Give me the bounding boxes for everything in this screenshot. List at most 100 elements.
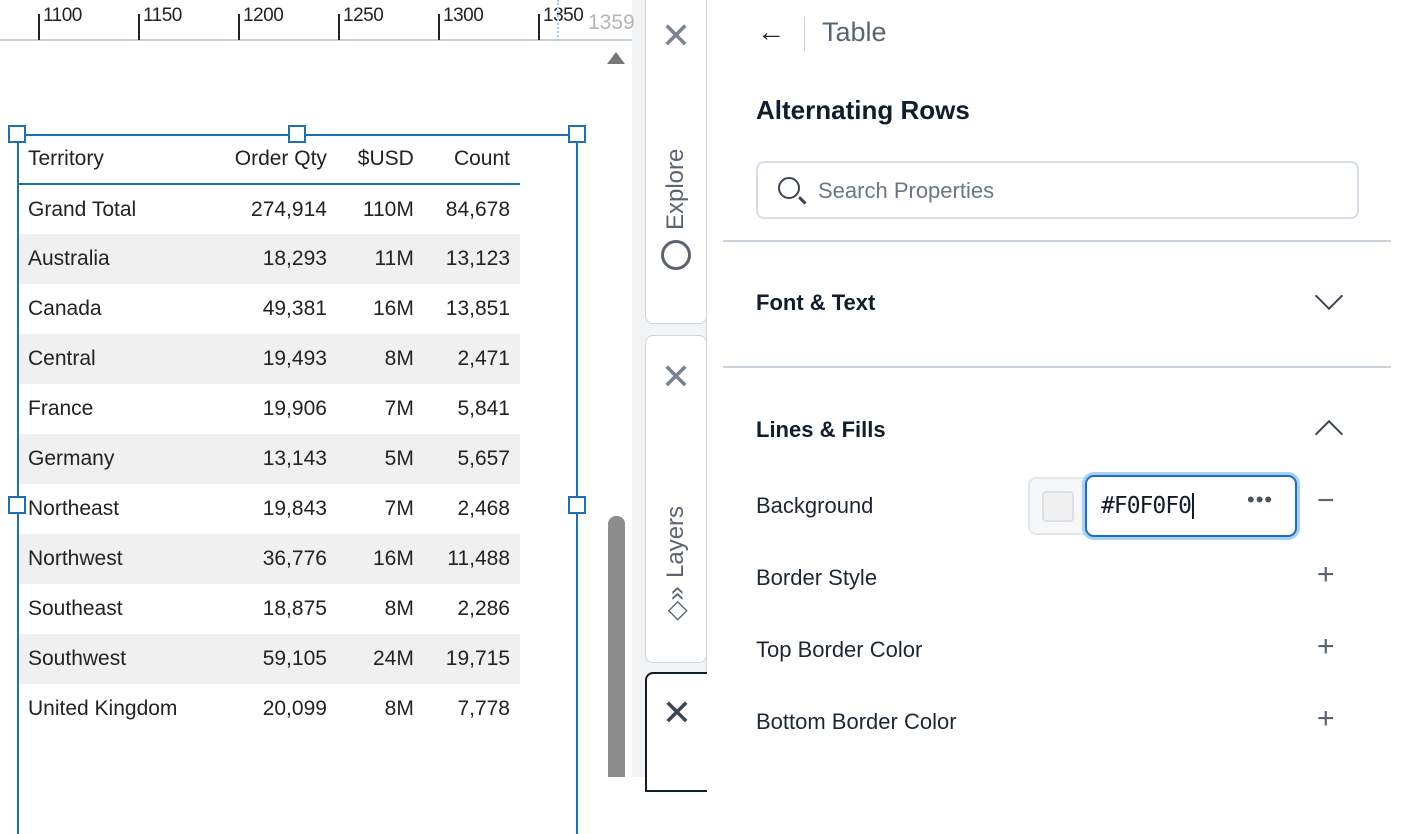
table-cell: France [28, 397, 94, 420]
table-cell: 11M [336, 234, 424, 284]
tab-layers[interactable]: ✕ ◇» Layers [645, 335, 707, 663]
table-cell: 84,678 [445, 197, 510, 221]
ruler-tick: 1200 [238, 5, 284, 40]
tab-layers-label: Layers [662, 506, 689, 579]
back-arrow-icon[interactable]: ← [757, 16, 785, 47]
table-cell: 19,493 [209, 334, 337, 384]
ruler-tick: 1300 [438, 5, 484, 40]
horizontal-ruler: 1100 1150 1200 1250 1300 1350 [0, 0, 632, 41]
panel-separator [632, 0, 645, 777]
chevron-down-icon[interactable] [1314, 281, 1344, 311]
table-cell: 5,657 [423, 434, 520, 484]
table-cell: 13,143 [209, 434, 337, 484]
section-font-text[interactable]: Font & Text [756, 290, 876, 315]
add-icon[interactable]: + [1317, 702, 1335, 735]
side-tab-strip: ✕ Explore ✕ ◇» Layers ✕ [645, 0, 707, 792]
close-icon[interactable]: ✕ [661, 692, 693, 733]
background-color-input[interactable]: #F0F0F0 ••• [1085, 475, 1297, 537]
resize-handle[interactable] [8, 125, 26, 143]
table-row[interactable]: United Kingdom 20,099 8M 7,778 [17, 684, 520, 734]
table-cell: 13,123 [423, 234, 520, 284]
column-header[interactable]: Count [423, 134, 520, 185]
column-header[interactable]: Territory [17, 134, 210, 185]
selection-box[interactable] [17, 134, 578, 834]
table-cell: 2,468 [457, 497, 510, 520]
resize-handle[interactable] [8, 496, 26, 514]
table-cell: 20,099 [262, 697, 327, 720]
table-row[interactable]: Southeast 18,875 8M 2,286 [17, 584, 520, 634]
background-color-value[interactable]: #F0F0F0 [1101, 493, 1194, 519]
add-icon[interactable]: + [1317, 630, 1335, 663]
section-lines-fills[interactable]: Lines & Fills [756, 417, 886, 442]
table-cell: 2,471 [423, 334, 520, 384]
ruler-tick-label: 1150 [143, 5, 182, 26]
table-cell: Northeast [28, 497, 120, 520]
ruler-tick-label: 1250 [343, 5, 384, 26]
table-cell: United Kingdom [28, 697, 178, 720]
ruler-tick-label: 1350 [543, 5, 584, 26]
border-style-label: Border Style [756, 565, 878, 590]
background-label: Background [756, 493, 874, 518]
scroll-up-arrow-icon[interactable] [607, 52, 625, 64]
table-cell: 8M [384, 697, 414, 720]
table-header-row: Territory Order Qty $USD Count [17, 134, 520, 185]
chevron-up-icon[interactable] [1314, 419, 1344, 449]
compass-icon [661, 240, 691, 271]
table-row[interactable]: Grand Total 274,914 110M 84,678 [17, 184, 520, 234]
column-header[interactable]: Order Qty [209, 134, 337, 185]
table-cell: 274,914 [251, 197, 327, 221]
table-cell: 8M [384, 597, 414, 620]
search-icon [778, 177, 800, 199]
table-row[interactable]: Australia 18,293 11M 13,123 [17, 234, 520, 284]
table-cell: 59,105 [209, 634, 337, 684]
table-row[interactable]: Southwest 59,105 24M 19,715 [17, 634, 520, 684]
close-icon[interactable]: ✕ [660, 15, 692, 56]
remove-icon[interactable]: − [1317, 484, 1335, 517]
table-cell: Canada [28, 297, 102, 320]
data-table[interactable]: Territory Order Qty $USD Count Grand Tot… [17, 134, 520, 734]
table-row[interactable]: Northeast 19,843 7M 2,468 [17, 484, 520, 534]
table-row[interactable]: Germany 13,143 5M 5,657 [17, 434, 520, 484]
resize-handle[interactable] [568, 125, 586, 143]
table-cell: 5,841 [457, 397, 510, 420]
table-cell: Germany [17, 434, 210, 484]
table-cell: Grand Total [28, 197, 137, 221]
divider [723, 366, 1391, 368]
table-cell: 8M [336, 334, 424, 384]
table-row[interactable]: Northwest 36,776 16M 11,488 [17, 534, 520, 584]
table-cell: 19,715 [423, 634, 520, 684]
ruler-tick: 1100 [38, 5, 82, 40]
table-cell: 19,843 [262, 497, 327, 520]
table-cell: Northwest [17, 534, 210, 584]
table-cell: Southwest [17, 634, 210, 684]
add-icon[interactable]: + [1317, 558, 1335, 591]
table-cell: 16M [336, 534, 424, 584]
table-row[interactable]: Central 19,493 8M 2,471 [17, 334, 520, 384]
table-cell: 49,381 [262, 297, 327, 320]
table-cell: 7M [384, 397, 414, 420]
ruler-tick: 1350 [538, 5, 584, 40]
tab-properties-active[interactable]: ✕ [645, 672, 707, 792]
breadcrumb: Table [822, 17, 887, 47]
table-cell: 110M [362, 197, 414, 221]
search-input[interactable]: Search Properties [756, 161, 1359, 219]
table-row[interactable]: France 19,906 7M 5,841 [17, 384, 520, 434]
color-swatch[interactable] [1042, 491, 1074, 522]
table-cell: 18,875 [262, 597, 327, 620]
ruler-tick: 1250 [338, 5, 384, 40]
ruler-tick-label: 1100 [43, 5, 82, 26]
resize-handle[interactable] [288, 125, 306, 143]
table-cell: 18,293 [209, 234, 337, 284]
close-icon[interactable]: ✕ [660, 356, 692, 397]
vertical-scrollbar-thumb[interactable] [608, 516, 625, 777]
table-row[interactable]: Canada 49,381 16M 13,851 [17, 284, 520, 334]
top-border-color-label: Top Border Color [756, 637, 923, 662]
resize-handle[interactable] [568, 496, 586, 514]
more-options-icon[interactable]: ••• [1247, 487, 1274, 512]
tab-explore[interactable]: ✕ Explore [645, 0, 707, 324]
column-header[interactable]: $USD [336, 134, 424, 185]
table-cell: Central [17, 334, 210, 384]
tab-explore-label: Explore [662, 149, 689, 231]
table-cell: 16M [372, 297, 414, 320]
table-cell: 2,286 [457, 597, 510, 620]
